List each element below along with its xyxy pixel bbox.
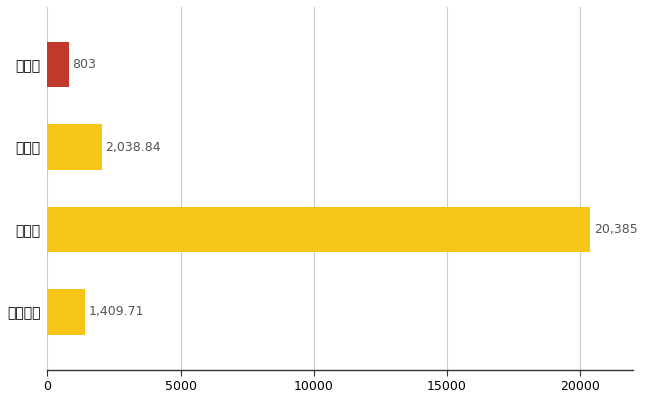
Text: 1,409.71: 1,409.71 <box>88 306 144 318</box>
Bar <box>47 124 101 170</box>
Text: 803: 803 <box>72 58 96 71</box>
Text: 20,385: 20,385 <box>593 223 638 236</box>
Text: 2,038.84: 2,038.84 <box>105 140 161 154</box>
Bar <box>47 207 590 252</box>
Bar <box>47 42 69 87</box>
Bar <box>47 289 85 335</box>
